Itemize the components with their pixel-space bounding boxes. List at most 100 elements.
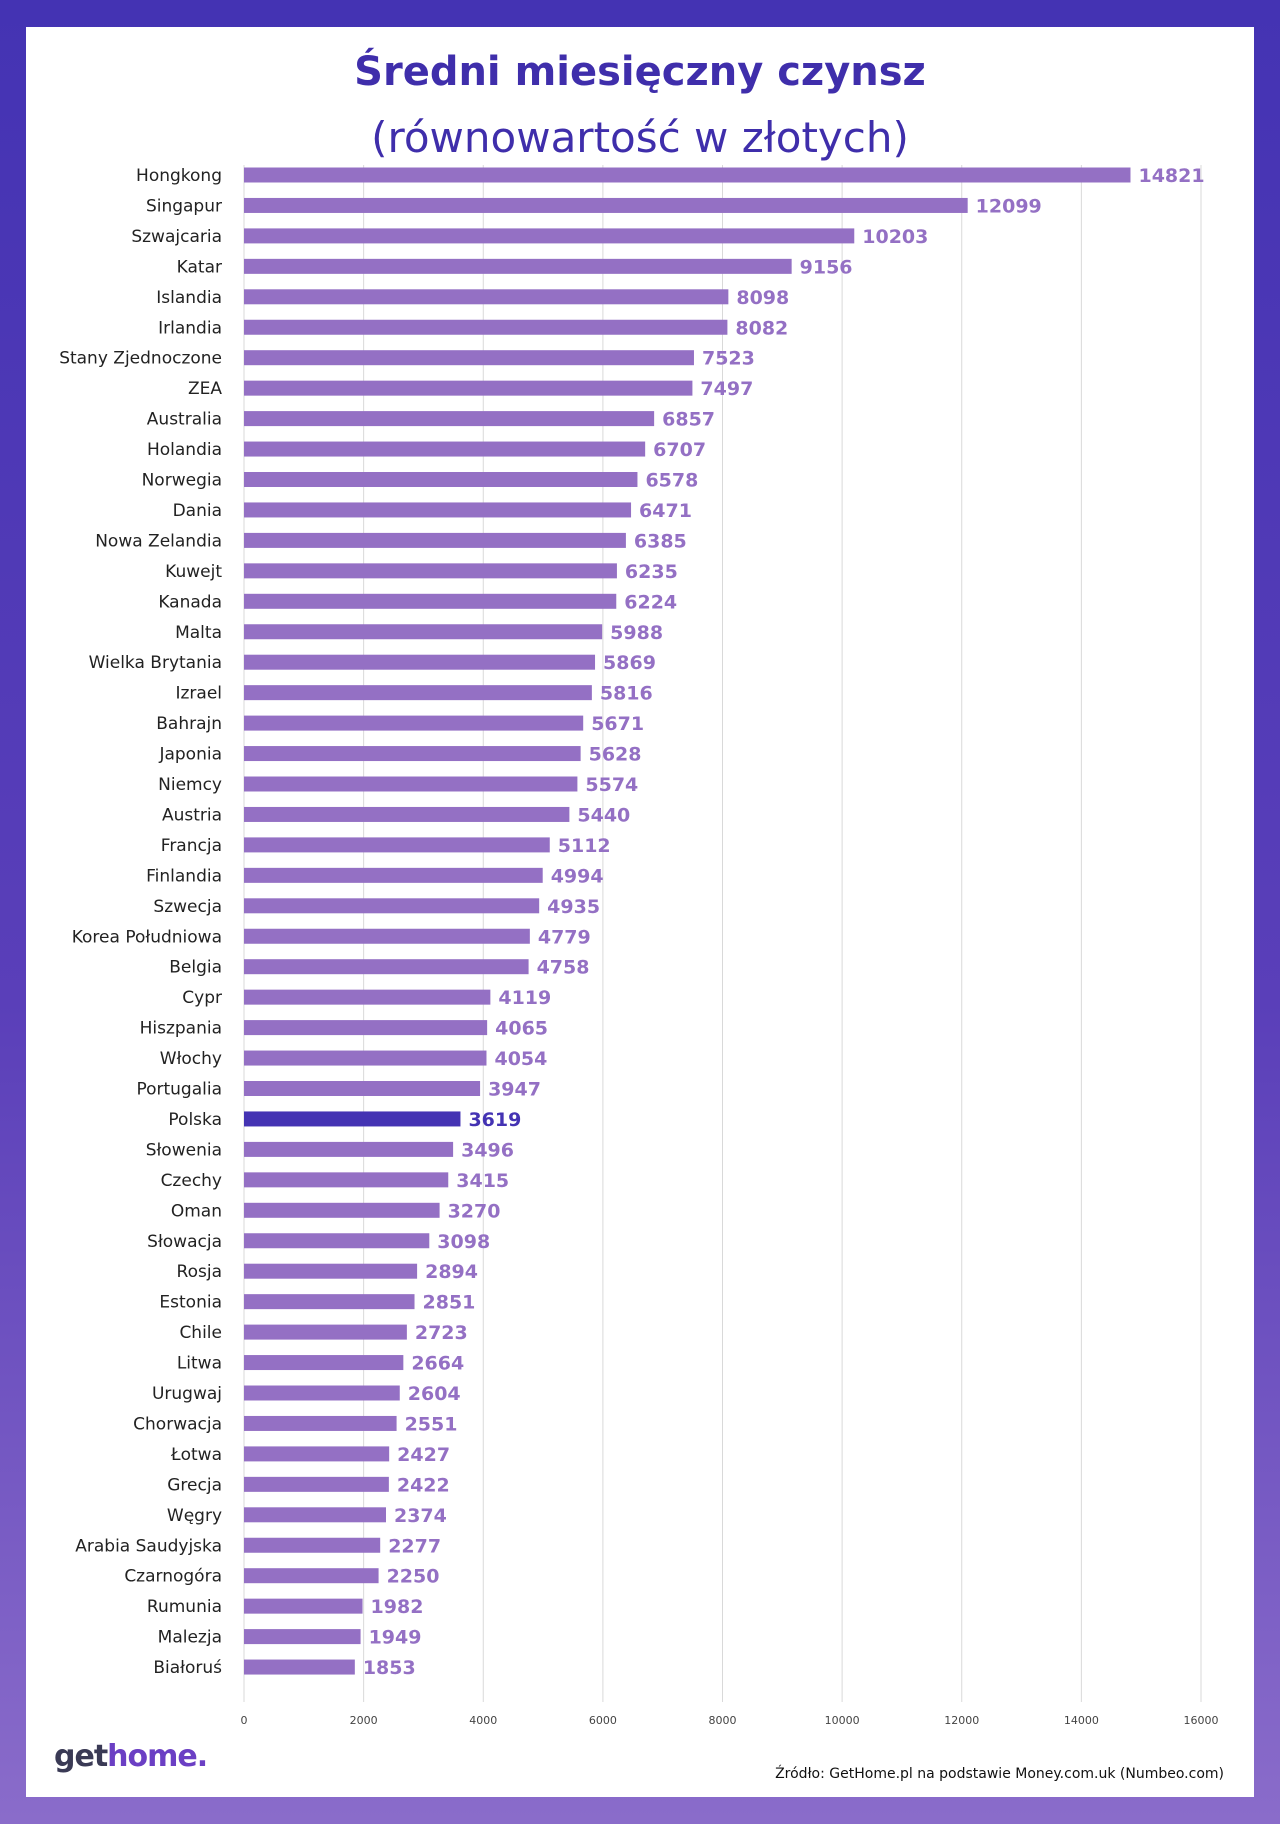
value-label: 6385 xyxy=(634,530,687,552)
bar xyxy=(244,654,596,670)
bar xyxy=(244,1141,454,1157)
value-label: 3619 xyxy=(468,1109,521,1131)
bar-highlight xyxy=(244,1111,461,1127)
category-label: Estonia xyxy=(159,1293,222,1313)
bar xyxy=(244,1233,430,1249)
logo-text-get: get xyxy=(54,1739,108,1774)
category-label: Bahrajn xyxy=(156,714,222,734)
value-label: 8098 xyxy=(736,287,789,309)
source-note: Źródło: GetHome.pl na podstawie Money.co… xyxy=(775,1766,1224,1782)
value-label: 10203 xyxy=(862,226,928,248)
category-label: Szwecja xyxy=(153,897,222,917)
category-label: Belgia xyxy=(169,958,222,978)
bar xyxy=(244,228,855,244)
bar xyxy=(244,1172,449,1188)
x-tick-label: 6000 xyxy=(589,1714,617,1727)
value-label: 5112 xyxy=(558,835,611,857)
category-label: Portugalia xyxy=(136,1080,222,1100)
bar xyxy=(244,167,1131,183)
category-label: Malezja xyxy=(158,1628,222,1648)
value-label: 1853 xyxy=(363,1657,416,1679)
value-label: 7523 xyxy=(702,348,755,370)
x-tick-label: 0 xyxy=(241,1714,248,1727)
category-label: Rosja xyxy=(177,1262,222,1282)
bar xyxy=(244,1324,407,1340)
value-label: 7497 xyxy=(700,378,753,400)
chart-title: Średni miesięczny czynsz xyxy=(354,49,926,95)
bar xyxy=(244,258,792,274)
bar xyxy=(244,806,570,822)
value-label: 2277 xyxy=(388,1535,441,1557)
value-label: 4119 xyxy=(498,987,551,1009)
bar xyxy=(244,472,638,487)
bar xyxy=(244,1568,379,1584)
x-tick-label: 8000 xyxy=(709,1714,737,1727)
bar xyxy=(244,776,578,792)
value-label: 4779 xyxy=(538,926,591,948)
value-label: 3270 xyxy=(448,1200,501,1222)
chart-card: Średni miesięczny czynsz (równowartość w… xyxy=(26,27,1254,1797)
category-label: Norwegia xyxy=(142,471,222,491)
category-label: Białoruś xyxy=(153,1658,222,1678)
category-label: Rumunia xyxy=(147,1597,222,1617)
bar xyxy=(244,1081,481,1096)
category-label: Islandia xyxy=(156,288,222,308)
value-label: 5869 xyxy=(603,652,656,674)
value-label: 2422 xyxy=(397,1474,450,1496)
category-label: Hiszpania xyxy=(140,1019,222,1039)
value-label: 2723 xyxy=(415,1322,468,1344)
category-label: Łotwa xyxy=(170,1445,222,1465)
bar xyxy=(244,624,603,640)
category-label: Chile xyxy=(179,1323,222,1343)
category-label: Japonia xyxy=(158,745,222,765)
value-label: 2894 xyxy=(425,1261,478,1283)
value-label: 4758 xyxy=(537,957,590,979)
category-label: Izrael xyxy=(175,684,222,704)
value-label: 1982 xyxy=(371,1596,424,1618)
bar xyxy=(244,563,617,579)
value-label: 2250 xyxy=(387,1566,440,1588)
category-label: Wielka Brytania xyxy=(89,653,222,673)
category-label: Oman xyxy=(171,1201,222,1221)
bar xyxy=(244,1263,418,1279)
category-label: ZEA xyxy=(188,379,222,399)
bar xyxy=(244,319,728,335)
value-label: 6857 xyxy=(662,409,715,431)
category-label: Polska xyxy=(168,1110,222,1130)
value-label: 2604 xyxy=(408,1383,461,1405)
bar xyxy=(244,411,655,427)
category-label: Austria xyxy=(162,805,222,825)
value-label: 8082 xyxy=(735,317,788,339)
category-label: Singapur xyxy=(146,196,222,216)
bar xyxy=(244,197,968,213)
category-label: Kuwejt xyxy=(165,562,222,582)
value-label: 2427 xyxy=(397,1444,450,1466)
value-label: 6224 xyxy=(624,591,677,613)
bar xyxy=(244,989,491,1005)
category-label: Czechy xyxy=(161,1171,222,1191)
value-label: 9156 xyxy=(800,256,853,278)
category-label: Słowenia xyxy=(146,1140,222,1160)
bar xyxy=(244,928,530,944)
chart-subtitle: (równowartość w złotych) xyxy=(371,113,909,162)
category-label: Malta xyxy=(175,623,222,643)
x-tick-label: 12000 xyxy=(944,1714,979,1727)
bar xyxy=(244,959,529,975)
bar xyxy=(244,289,729,305)
value-label: 5574 xyxy=(585,774,638,796)
value-label: 2374 xyxy=(394,1505,447,1527)
x-tick-label: 14000 xyxy=(1064,1714,1099,1727)
bar xyxy=(244,1629,361,1645)
category-label: Cypr xyxy=(182,988,222,1008)
bar xyxy=(244,1507,386,1523)
value-label: 3496 xyxy=(461,1139,514,1161)
category-label: Finlandia xyxy=(146,866,222,886)
category-label: Korea Południowa xyxy=(72,927,222,947)
value-label: 2551 xyxy=(405,1413,458,1435)
bar xyxy=(244,1355,404,1371)
category-label: Szwajcaria xyxy=(131,227,222,247)
value-label: 12099 xyxy=(976,195,1042,217)
value-label: 14821 xyxy=(1138,165,1204,187)
bar xyxy=(244,593,617,609)
value-label: 4065 xyxy=(495,1018,548,1040)
